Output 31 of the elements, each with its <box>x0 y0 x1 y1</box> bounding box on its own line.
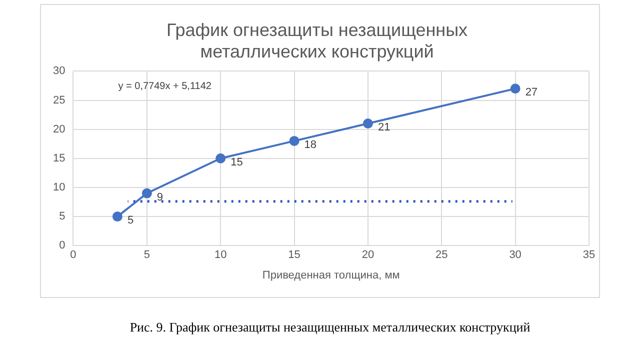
x-tick-label: 30 <box>509 249 522 262</box>
x-tick-label: 15 <box>288 249 300 262</box>
data-label: 5 <box>127 214 134 227</box>
y-tick-label: 30 <box>52 65 66 78</box>
point <box>216 153 226 164</box>
point <box>362 118 373 129</box>
point <box>289 136 300 146</box>
data-label: 9 <box>156 191 164 204</box>
y-tick-label: 5 <box>59 210 66 223</box>
y-tick-label: 10 <box>52 182 66 194</box>
point <box>510 84 520 94</box>
data-label: 27 <box>525 86 538 99</box>
point <box>112 212 122 222</box>
x-axis-title: Приведенная толщина, мм <box>262 269 400 282</box>
x-tick-label: 5 <box>144 249 150 262</box>
annotation: y = 0,7749x + 5,1142 <box>118 80 212 92</box>
y-tick-label: 20 <box>52 123 66 136</box>
x-tick-label: 35 <box>582 249 596 262</box>
y-tick-label: 25 <box>52 94 66 106</box>
x-tick-label: 25 <box>436 249 448 262</box>
y-tick-label: 15 <box>52 152 66 164</box>
data-label: 15 <box>230 156 243 168</box>
data-label: 18 <box>304 138 317 151</box>
text: Рис. 9. График огнезащиты незащищенных металлических конструкций <box>130 319 530 334</box>
y-tick-label: 0 <box>59 240 66 252</box>
x-tick-label: 10 <box>214 249 227 262</box>
x-tick-label: 0 <box>70 249 76 262</box>
chart-title: График огнезащиты незащищенных металлических конструкций <box>166 20 468 62</box>
data-label: 21 <box>378 122 390 134</box>
point <box>142 188 152 198</box>
x-tick-label: 20 <box>362 249 374 262</box>
